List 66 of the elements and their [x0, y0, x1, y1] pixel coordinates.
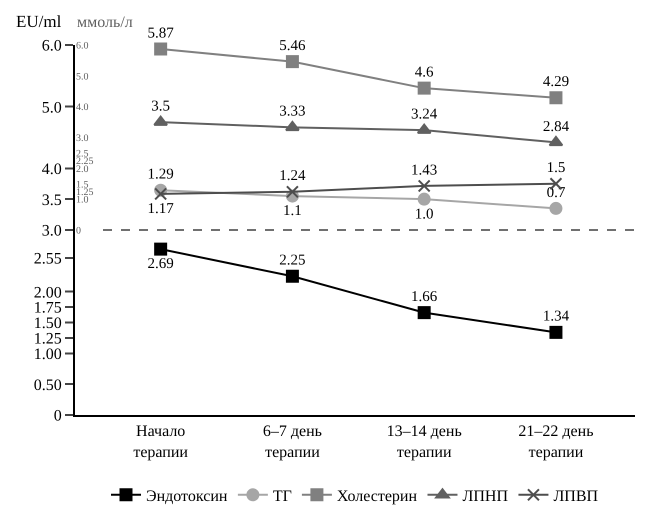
- point: [418, 179, 431, 192]
- y2-tick-label: 2.0: [76, 164, 88, 175]
- point: [285, 120, 300, 132]
- data-label: 1.17: [148, 201, 174, 218]
- y-tick-label: 1.50: [34, 315, 62, 332]
- x-tick-label: 13–14 день терапии: [386, 423, 462, 461]
- data-label: 3.5: [151, 98, 170, 114]
- point: [286, 55, 299, 68]
- y-tick-label: 0.50: [34, 376, 62, 394]
- y2-tick-label: 1.0: [76, 194, 88, 206]
- data-label: 1.34: [542, 308, 570, 325]
- point: [153, 116, 168, 126]
- y2-axis-title: ммоль/л: [77, 14, 133, 31]
- legend-label: Эндотоксин: [146, 488, 228, 506]
- data-label: 3.33: [279, 104, 306, 120]
- point: [418, 192, 431, 206]
- point: [154, 242, 168, 256]
- y2-tick-label: 6.0: [76, 40, 88, 52]
- y-tick-label: 3.5: [42, 192, 62, 209]
- y-tick-label: 4.0: [42, 160, 62, 178]
- x-tick-label: 6–7 день терапии: [262, 423, 322, 461]
- x-tick-label: Начало терапии: [133, 423, 188, 461]
- y-tick-label: 1.00: [34, 346, 62, 363]
- data-label: 3.24: [411, 106, 438, 122]
- data-label: 1.66: [411, 289, 438, 306]
- y-tick-label: 6.0: [42, 38, 62, 55]
- legend-label: ЛПНП: [462, 488, 508, 506]
- y2-tick-label: 5.0: [76, 71, 88, 82]
- y2-tick-label: 4.0: [76, 102, 88, 114]
- point: [549, 202, 562, 215]
- y-tick-label: 2.55: [34, 250, 62, 268]
- point: [418, 82, 431, 95]
- point: [549, 326, 562, 339]
- data-label: 1.1: [283, 203, 302, 220]
- y-axis-title: EU/ml: [16, 12, 62, 31]
- point: [154, 187, 168, 200]
- data-label: 1.5: [546, 160, 566, 176]
- data-label: 1.0: [414, 206, 434, 222]
- y-tick-label: 1.25: [34, 330, 62, 348]
- data-label: 2.84: [542, 118, 570, 135]
- legend-label: ЛПВП: [553, 488, 599, 506]
- data-label: 1.29: [148, 166, 174, 183]
- point: [286, 270, 299, 283]
- y-tick-label: 2.00: [34, 284, 62, 302]
- point: [549, 91, 562, 104]
- point: [286, 185, 299, 198]
- data-label: 1.43: [411, 162, 438, 178]
- y2-tick-label: 3.0: [76, 133, 88, 144]
- data-label: 2.25: [279, 252, 306, 269]
- point: [154, 42, 168, 56]
- y2-tick-label: 0: [76, 226, 81, 236]
- legend-label: Холестерин: [336, 488, 418, 506]
- data-label: 1.24: [279, 168, 306, 184]
- y-tick-label: 3.0: [42, 222, 62, 240]
- data-label: 4.6: [414, 64, 434, 81]
- point: [548, 136, 564, 146]
- data-label: 5.46: [279, 38, 306, 54]
- data-label: 4.29: [542, 74, 570, 90]
- y-tick-label: 0: [54, 408, 62, 425]
- data-label: 2.69: [148, 256, 174, 272]
- legend-label: ТГ: [272, 488, 292, 506]
- data-label: 5.87: [148, 25, 174, 42]
- x-tick-label: 21–22 день терапии: [518, 423, 594, 461]
- y-tick-label: 5.0: [42, 99, 62, 116]
- point: [418, 306, 431, 320]
- y-tick-label: 1.75: [34, 300, 62, 317]
